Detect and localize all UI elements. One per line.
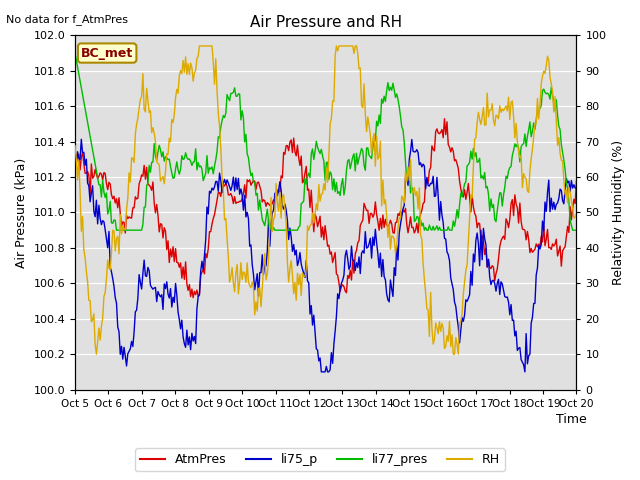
Y-axis label: Air Pressure (kPa): Air Pressure (kPa) bbox=[15, 157, 28, 267]
X-axis label: Time: Time bbox=[556, 413, 586, 426]
Title: Air Pressure and RH: Air Pressure and RH bbox=[250, 15, 402, 30]
Text: No data for f_AtmPres: No data for f_AtmPres bbox=[6, 14, 129, 25]
Text: BC_met: BC_met bbox=[81, 47, 133, 60]
Y-axis label: Relativity Humidity (%): Relativity Humidity (%) bbox=[612, 140, 625, 285]
Legend: AtmPres, li75_p, li77_pres, RH: AtmPres, li75_p, li77_pres, RH bbox=[135, 448, 505, 471]
